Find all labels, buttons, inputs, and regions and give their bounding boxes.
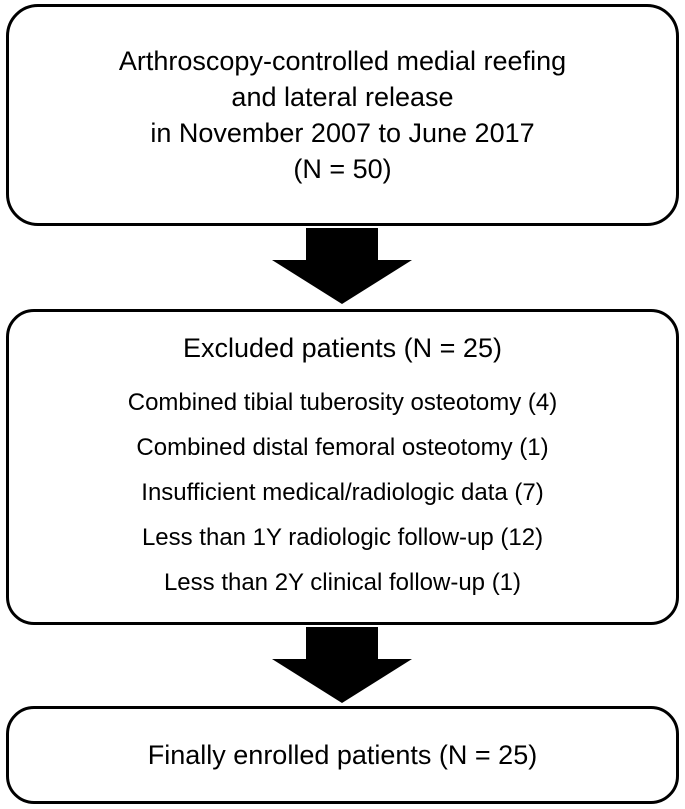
initial-cohort-box: Arthroscopy-controlled medial reefing an… (6, 4, 679, 226)
excluded-patients-box: Excluded patients (N = 25) Combined tibi… (6, 309, 679, 625)
excluded-patients-title: Excluded patients (N = 25) (183, 332, 502, 363)
exclusion-reason-item: Combined tibial tuberosity osteotomy (4) (127, 388, 558, 416)
initial-cohort-line: in November 2007 to June 2017 (150, 118, 535, 148)
exclusion-reason-item: Less than 1Y radiologic follow-up (12) (141, 523, 544, 551)
down-arrow-icon (272, 228, 412, 304)
exclusion-reason-item: Combined distal femoral osteotomy (1) (136, 433, 549, 461)
initial-cohort-count: (N = 50) (293, 154, 392, 184)
final-enrolled-text: Finally enrolled patients (N = 25) (147, 740, 538, 770)
initial-cohort-line: Arthroscopy-controlled medial reefing (118, 46, 567, 76)
exclusion-reason-item: Insufficient medical/radiologic data (7) (141, 478, 544, 506)
down-arrow-icon (272, 627, 412, 703)
exclusion-reason-item: Less than 2Y clinical follow-up (1) (163, 568, 522, 596)
final-enrolled-box: Finally enrolled patients (N = 25) (6, 706, 679, 804)
initial-cohort-line: and lateral release (231, 82, 454, 112)
